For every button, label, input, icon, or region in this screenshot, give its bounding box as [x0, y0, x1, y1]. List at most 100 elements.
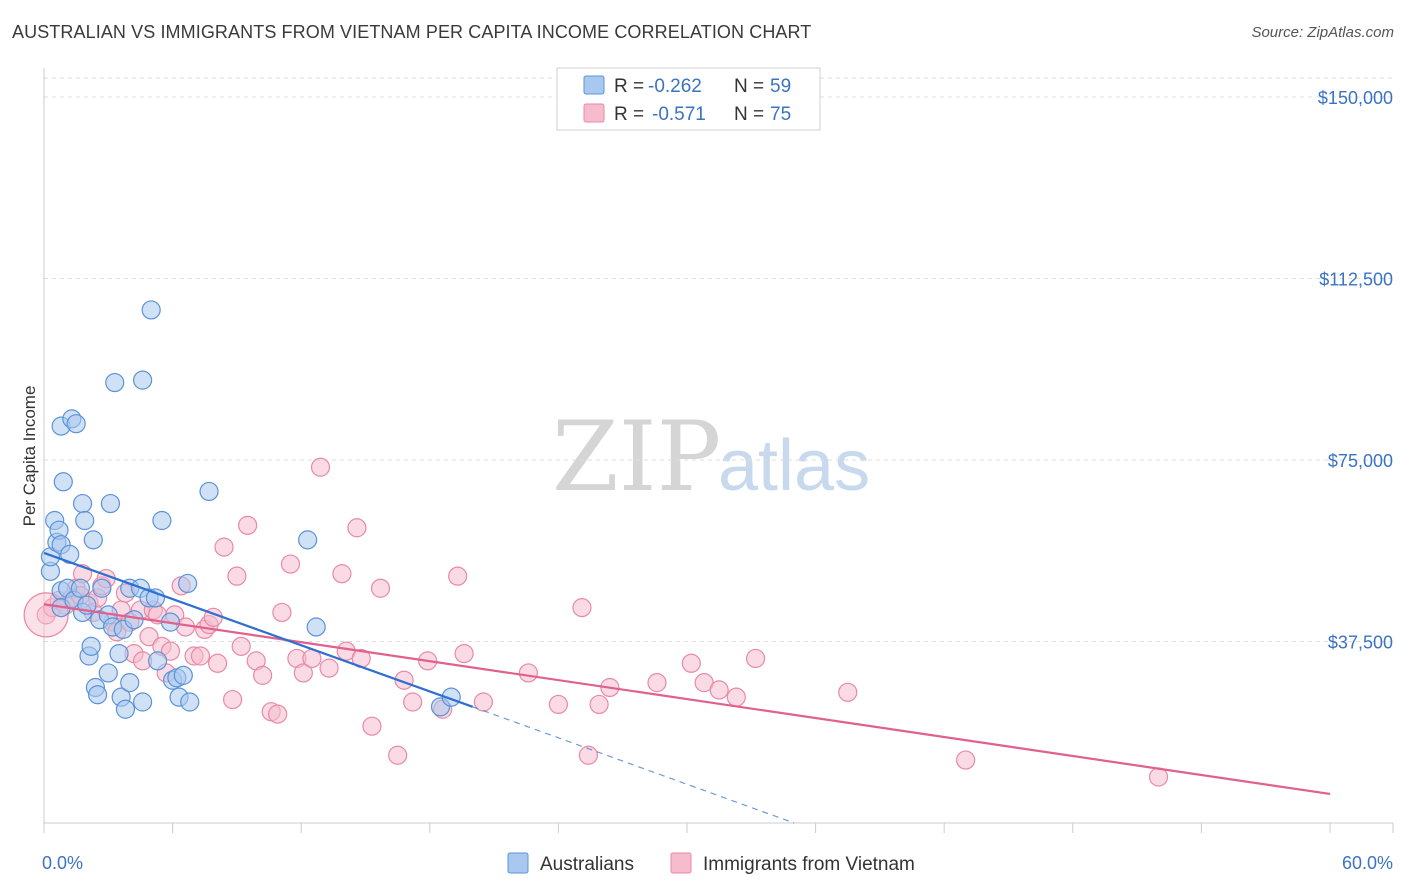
y-axis-label: Per Capita Income — [20, 386, 39, 527]
vietnam-point-79 — [956, 750, 976, 770]
axes — [43, 68, 1394, 833]
vietnam-point-52 — [332, 564, 352, 584]
australians-point-15 — [70, 578, 91, 598]
australians-point-18 — [75, 510, 95, 531]
australians-trend-extension — [472, 706, 795, 824]
australians-point-51 — [173, 665, 193, 685]
australians-point-43 — [141, 300, 161, 320]
vietnam-point-37 — [223, 689, 243, 710]
vietnam-point-77 — [745, 648, 766, 669]
australians-point-54 — [199, 481, 219, 502]
legend-r-value-1: -0.262 — [648, 76, 702, 97]
vietnam-point-38 — [227, 566, 247, 586]
vietnam-point-76 — [726, 687, 746, 707]
australians-point-36 — [120, 673, 140, 693]
gridlines — [44, 77, 1395, 642]
australians-point-14 — [66, 414, 86, 434]
vietnam-point-60 — [403, 692, 423, 712]
australians-point-45 — [147, 651, 168, 671]
vietnam-point-58 — [388, 745, 408, 765]
tick-labels: $37,500 $75,000 $112,500 $150,000 0.0% 60.0% — [42, 88, 1393, 873]
australians-trend-line — [43, 551, 474, 708]
australians-point-46 — [152, 510, 172, 531]
legend-n-value-2: 75 — [770, 104, 791, 125]
vietnam-point-46 — [280, 554, 301, 574]
vietnam-point-75 — [709, 680, 729, 700]
vietnam-point-40 — [238, 515, 258, 535]
vietnam-point-26 — [160, 641, 181, 661]
vietnam-point-42 — [253, 665, 273, 685]
australians-point-41 — [132, 370, 153, 390]
legend-r-label-2: R = — [614, 104, 644, 125]
legend-n-value-1: 59 — [770, 76, 791, 97]
watermark-zip: ZIP — [552, 401, 721, 513]
source-label: Source: ZipAtlas.com — [1251, 24, 1394, 41]
vietnam-point-31 — [190, 646, 211, 666]
vietnam-point-70 — [589, 694, 609, 715]
vietnam-point-64 — [454, 643, 474, 664]
y-tick-label-2: $112,500 — [1319, 270, 1393, 290]
x-tick-label-0: 0.0% — [42, 853, 83, 873]
vietnam-point-57 — [370, 578, 391, 598]
bottom-legend-swatch-australians — [507, 852, 529, 874]
bottom-legend-label-vietnam: Immigrants from Vietnam — [703, 854, 915, 875]
vietnam-point-50 — [310, 457, 331, 477]
australians-point-38 — [124, 610, 144, 630]
vietnam-point-56 — [362, 716, 382, 736]
vietnam-point-73 — [681, 653, 701, 673]
australians-point-40 — [132, 692, 153, 712]
zipatlas-watermark: ZIP atlas — [552, 401, 870, 513]
australians-point-55 — [298, 530, 318, 550]
australians-point-24 — [87, 685, 108, 705]
x-tick-label-1: 60.0% — [1342, 853, 1393, 873]
vietnam-point-80 — [1148, 767, 1169, 787]
vietnam-point-39 — [231, 636, 251, 656]
legend-r-label-1: R = — [614, 76, 644, 97]
australians-point-11 — [60, 544, 80, 564]
vietnam-trend-line — [43, 603, 1331, 796]
vietnam-point-67 — [548, 694, 569, 715]
vietnam-point-54 — [347, 518, 367, 538]
australians-point-22 — [83, 530, 103, 550]
vietnam-point-21 — [139, 627, 159, 647]
australians-point-53 — [180, 692, 200, 712]
australians-point-28 — [98, 663, 118, 683]
australians-point-32 — [109, 643, 129, 664]
vietnam-point-66 — [518, 663, 538, 683]
australians-point-26 — [92, 578, 112, 598]
y-tick-label-0: $37,500 — [1328, 633, 1393, 653]
vietnam-point-36 — [214, 537, 234, 557]
vietnam-point-68 — [572, 598, 592, 618]
chart-title: AUSTRALIAN VS IMMIGRANTS FROM VIETNAM PE… — [12, 22, 812, 42]
australians-point-21 — [81, 636, 101, 656]
vietnam-point-35 — [208, 653, 228, 673]
series-australians-points — [40, 300, 461, 719]
australians-point-17 — [72, 493, 93, 514]
vietnam-point-44 — [268, 704, 288, 724]
legend-n-label-2: N = — [734, 104, 764, 125]
vietnam-point-63 — [448, 566, 468, 586]
series-legend: Australians Immigrants from Vietnam — [507, 852, 915, 875]
australians-point-31 — [105, 372, 125, 393]
vietnam-point-69 — [578, 745, 599, 765]
legend-r-value-2: -0.571 — [652, 104, 706, 125]
vietnam-point-51 — [319, 658, 339, 678]
australians-point-35 — [115, 699, 136, 719]
vietnam-point-45 — [272, 602, 292, 623]
legend-swatch-australians — [583, 75, 605, 95]
australians-point-56 — [306, 617, 326, 637]
y-tick-label-3: $150,000 — [1318, 88, 1393, 108]
watermark-atlas: atlas — [718, 426, 870, 506]
vietnam-point-72 — [647, 673, 667, 693]
vietnam-point-78 — [838, 682, 858, 702]
legend-swatch-vietnam — [583, 103, 605, 123]
bottom-legend-swatch-vietnam — [670, 852, 692, 874]
series-vietnam-points — [23, 457, 1169, 787]
y-tick-label-1: $75,000 — [1328, 451, 1393, 471]
trend-lines — [43, 551, 1331, 824]
vietnam-point-48 — [293, 663, 313, 683]
australians-point-52 — [178, 573, 198, 594]
bottom-legend-label-australians: Australians — [540, 854, 634, 875]
australians-point-29 — [100, 493, 121, 514]
